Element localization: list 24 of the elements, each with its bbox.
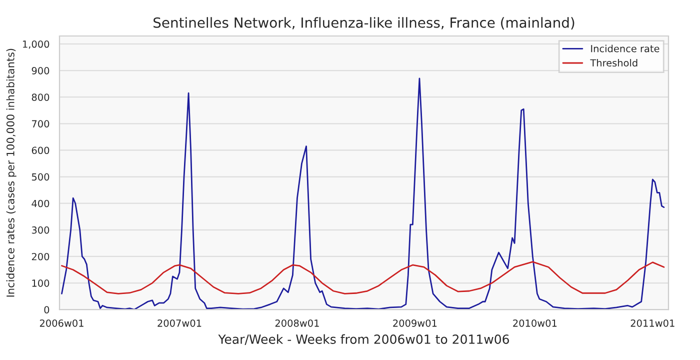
y-tick-label: 1,000 (23, 40, 50, 49)
line-series (61, 261, 665, 294)
y-tick-label: 200 (32, 252, 50, 260)
y-tick-label: 600 (32, 146, 50, 154)
chart-title: Sentinelles Network, Influenza-like illness, France (mainland) (154, 17, 574, 30)
line-series (61, 78, 665, 310)
x-tick-label: 2009w01 (393, 319, 437, 327)
y-tick-label: 100 (32, 280, 50, 287)
y-axis-title: Incidence rates (cases per 100,000 inhabitants) (6, 48, 16, 297)
x-tick-label: 2011w01 (630, 319, 674, 327)
y-tick-label: 900 (32, 67, 50, 74)
x-tick-label: 2010w01 (513, 319, 557, 327)
y-tick-label: 500 (32, 173, 50, 181)
y-tick-label: 400 (32, 200, 50, 208)
y-tick-label: 300 (32, 226, 50, 234)
x-axis-title: Year/Week - Weeks from 2006w01 to 2011w06 (218, 334, 509, 345)
x-tick-label: 2007w01 (158, 319, 202, 327)
y-tick-label: 700 (32, 120, 50, 128)
y-tick-label: 800 (32, 94, 50, 101)
legend-label: Threshold (590, 59, 638, 67)
y-tick-label: 0 (44, 306, 50, 314)
x-tick-label: 2008w01 (275, 319, 319, 327)
legend-label: Incidence rate (591, 44, 660, 52)
x-tick-label: 2006w01 (40, 319, 84, 327)
